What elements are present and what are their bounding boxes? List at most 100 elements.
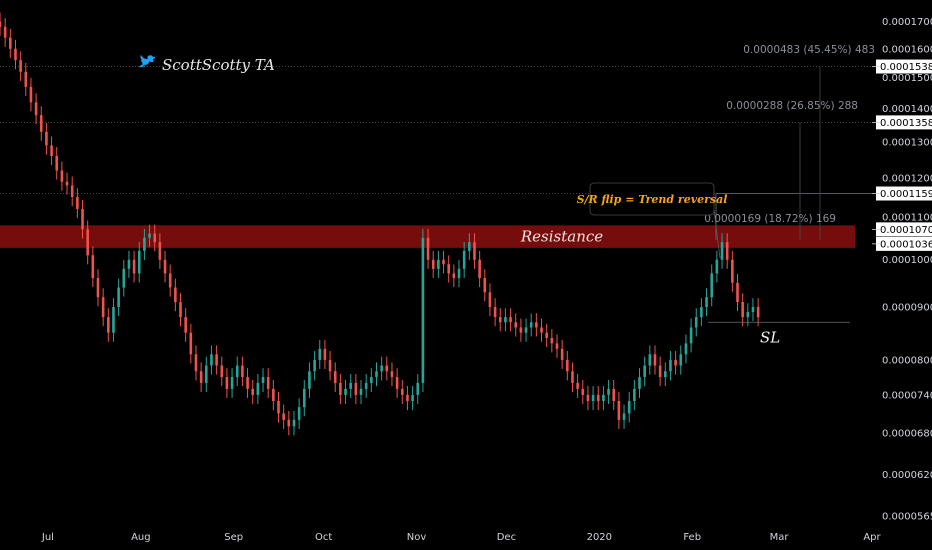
- candle-body: [452, 273, 456, 279]
- candle-body: [210, 354, 213, 366]
- price-tick-label: 0.0001700: [882, 17, 932, 28]
- candle-body: [596, 394, 600, 402]
- time-tick-label: Sep: [224, 532, 243, 543]
- candle-body: [493, 307, 497, 318]
- candle-body: [550, 338, 554, 344]
- candle-body: [297, 407, 301, 420]
- time-tick-label: Aug: [131, 532, 151, 543]
- candle-body: [715, 259, 719, 274]
- candle-body: [504, 317, 507, 323]
- candle-body: [168, 273, 172, 288]
- candle-body: [235, 365, 239, 378]
- candle-body: [96, 278, 100, 298]
- candle-body: [282, 413, 285, 420]
- candle-body: [400, 388, 404, 395]
- candle-body: [225, 377, 229, 389]
- candle-body: [302, 388, 306, 408]
- candle-body: [560, 348, 564, 360]
- candle-body: [627, 401, 631, 414]
- candle-body: [483, 278, 487, 293]
- candle-body: [524, 327, 528, 333]
- time-tick-label: Nov: [407, 532, 427, 543]
- candle-body: [406, 394, 409, 402]
- measurement-label: 0.0000288 (26.85%) 288: [726, 100, 858, 112]
- candle-body: [731, 259, 734, 283]
- candle-body: [153, 233, 157, 243]
- candle-body: [34, 102, 38, 116]
- measurement-label: 0.0000169 (18.72%) 169: [704, 213, 836, 225]
- price-tick-label: 0.0001300: [882, 137, 932, 148]
- candle-body: [174, 287, 177, 303]
- candle-body: [313, 359, 316, 372]
- price-tick-label: 0.0001100: [882, 212, 932, 223]
- candle-body: [416, 382, 420, 395]
- candle-body: [684, 343, 688, 355]
- candle-body: [349, 382, 352, 389]
- candle-body: [622, 413, 626, 420]
- candle-body: [215, 354, 218, 366]
- candle-body: [674, 359, 677, 366]
- twitter-bird-icon: [138, 54, 156, 68]
- candle-body: [751, 307, 755, 313]
- candle-body: [710, 273, 714, 298]
- candle-body: [679, 354, 683, 366]
- candle-body: [514, 322, 518, 328]
- candle-body: [602, 394, 605, 402]
- candle-body: [462, 250, 466, 269]
- candle-body: [107, 317, 110, 333]
- time-tick-label: Jul: [41, 532, 54, 543]
- candle-body: [292, 419, 296, 427]
- candle-body: [411, 394, 414, 402]
- candle-body: [535, 322, 538, 328]
- candle-body: [328, 359, 332, 372]
- candle-body: [705, 297, 708, 308]
- price-tick-label: 0.0001600: [882, 44, 932, 55]
- candle-body: [741, 302, 744, 318]
- candle-body: [65, 181, 69, 186]
- watermark-text: ScottScotty TA: [162, 56, 275, 74]
- candle-body: [143, 237, 146, 251]
- candle-body: [540, 327, 543, 333]
- candle-body: [612, 388, 616, 402]
- candle-body: [189, 332, 193, 355]
- candle-body: [241, 365, 244, 378]
- price-axis[interactable]: 0.0001700 0.0001600 0.0001500 0.0001400 0.00…: [872, 17, 932, 523]
- price-tick-label: 0.0001200: [882, 173, 932, 184]
- candle-body: [9, 37, 12, 49]
- candle-body: [519, 327, 523, 333]
- candle-body: [308, 371, 311, 389]
- price-badge: [876, 236, 932, 251]
- price-tick-label: 0.0001000: [882, 255, 932, 266]
- candle-body: [380, 365, 383, 372]
- time-tick-label: Dec: [497, 532, 516, 543]
- candle-body: [132, 259, 136, 274]
- candle-body: [648, 354, 652, 366]
- measurement-lines: 0.0000483 (45.45%) 483 0.0000288 (26.85%)…: [704, 44, 875, 240]
- candle-body: [725, 242, 729, 260]
- time-axis[interactable]: Jul Aug Sep Oct Nov Dec 2020 Feb Mar Apr: [41, 532, 882, 543]
- candle-body: [220, 365, 224, 378]
- candle-body: [112, 307, 115, 333]
- candle-body: [736, 282, 739, 303]
- candle-body: [473, 242, 476, 260]
- candle-body: [426, 237, 430, 260]
- candle-body: [545, 332, 548, 339]
- candle-body: [457, 268, 461, 279]
- candle-body: [488, 292, 492, 308]
- candle-body: [746, 312, 750, 318]
- candle-body: [571, 371, 574, 383]
- candle-body: [117, 287, 120, 308]
- candle-body: [19, 60, 22, 72]
- callout-text: S/R flip = Trend reversal: [577, 193, 728, 206]
- candle-body: [720, 242, 724, 260]
- candle-body: [266, 377, 270, 389]
- price-badge: [876, 115, 932, 130]
- candle-body: [91, 255, 95, 279]
- price-tick-label: 0.0000900: [882, 303, 932, 314]
- candle-body: [498, 317, 502, 323]
- price-tick-label: 0.0000565: [882, 512, 932, 523]
- candle-body: [230, 377, 234, 389]
- annotations: ScottScotty TA Resistance SL S/R flip = Tre…: [138, 54, 850, 346]
- candle-body: [184, 317, 187, 333]
